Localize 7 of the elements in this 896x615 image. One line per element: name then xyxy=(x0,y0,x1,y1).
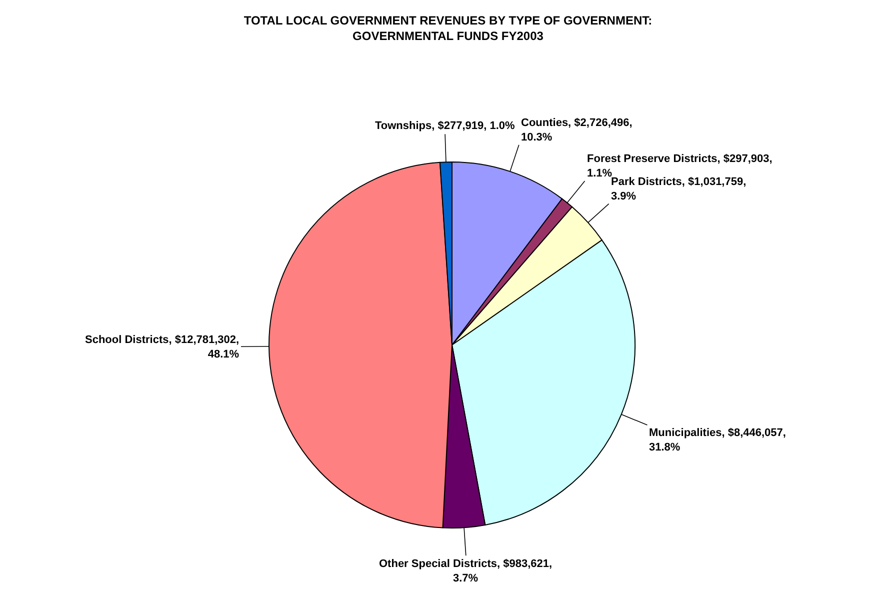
slice-label: Other Special Districts, $983,621, 3.7% xyxy=(379,558,552,584)
slice-label: Park Districts, $1,031,759, 3.9% xyxy=(611,176,746,202)
slice-label: School Districts, $12,781,302, 48.1% xyxy=(85,334,240,360)
slice-label: Counties, $2,726,496, 10.3% xyxy=(521,117,632,144)
slice-label: Municipalities, $8,446,057, 31.8% xyxy=(649,427,786,454)
slice-label: Townships, $277,919, 1.0% xyxy=(375,120,516,132)
chart-title: TOTAL LOCAL GOVERNMENT REVENUES BY TYPE OF GOVERNMENT: GOVERNMENTAL FUNDS FY2003 xyxy=(244,14,652,44)
